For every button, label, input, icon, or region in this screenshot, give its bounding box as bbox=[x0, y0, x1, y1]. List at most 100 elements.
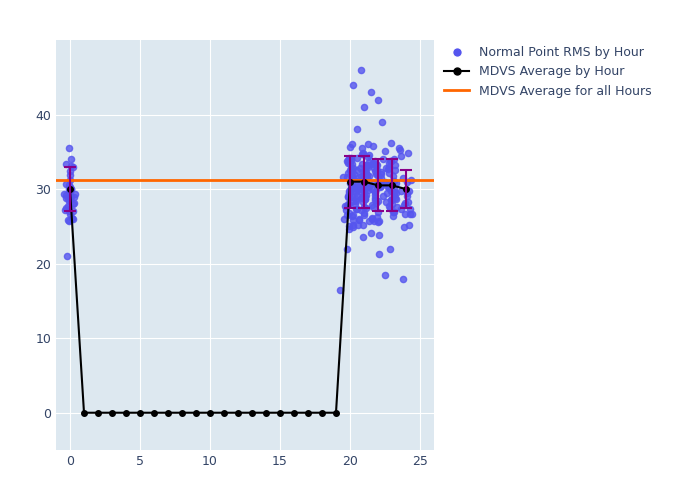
Normal Point RMS by Hour bbox=[370, 199, 382, 207]
Normal Point RMS by Hour bbox=[370, 188, 381, 196]
Normal Point RMS by Hour bbox=[374, 250, 385, 258]
Normal Point RMS by Hour bbox=[375, 170, 386, 178]
Normal Point RMS by Hour bbox=[357, 148, 368, 156]
Normal Point RMS by Hour bbox=[356, 194, 368, 202]
Normal Point RMS by Hour bbox=[402, 149, 414, 157]
Normal Point RMS by Hour bbox=[65, 210, 76, 218]
Normal Point RMS by Hour bbox=[363, 183, 374, 191]
Normal Point RMS by Hour bbox=[405, 176, 416, 184]
Normal Point RMS by Hour bbox=[358, 212, 370, 220]
Normal Point RMS by Hour bbox=[357, 150, 368, 158]
Normal Point RMS by Hour bbox=[347, 223, 358, 231]
Normal Point RMS by Hour bbox=[402, 192, 413, 200]
Normal Point RMS by Hour bbox=[350, 176, 361, 184]
Normal Point RMS by Hour bbox=[358, 174, 369, 182]
Normal Point RMS by Hour bbox=[358, 167, 369, 175]
Normal Point RMS by Hour bbox=[349, 200, 360, 208]
Normal Point RMS by Hour bbox=[362, 174, 373, 182]
Normal Point RMS by Hour bbox=[395, 205, 407, 213]
Normal Point RMS by Hour bbox=[343, 192, 354, 200]
Normal Point RMS by Hour bbox=[372, 197, 384, 205]
Normal Point RMS by Hour bbox=[363, 186, 374, 194]
Normal Point RMS by Hour bbox=[403, 221, 414, 229]
Normal Point RMS by Hour bbox=[372, 208, 384, 216]
Normal Point RMS by Hour bbox=[400, 210, 411, 218]
Normal Point RMS by Hour bbox=[346, 180, 357, 188]
Normal Point RMS by Hour bbox=[348, 170, 359, 178]
Normal Point RMS by Hour bbox=[64, 171, 76, 179]
Normal Point RMS by Hour bbox=[347, 216, 358, 224]
Normal Point RMS by Hour bbox=[389, 161, 400, 169]
Normal Point RMS by Hour bbox=[351, 166, 363, 174]
Normal Point RMS by Hour bbox=[386, 196, 397, 203]
Normal Point RMS by Hour bbox=[356, 186, 367, 194]
Normal Point RMS by Hour bbox=[372, 184, 383, 192]
Normal Point RMS by Hour bbox=[61, 191, 72, 199]
Normal Point RMS by Hour bbox=[357, 198, 368, 205]
Normal Point RMS by Hour bbox=[361, 204, 372, 212]
Normal Point RMS by Hour bbox=[361, 180, 372, 188]
Normal Point RMS by Hour bbox=[361, 162, 372, 170]
Normal Point RMS by Hour bbox=[355, 172, 366, 179]
Normal Point RMS by Hour bbox=[385, 158, 396, 166]
Normal Point RMS by Hour bbox=[64, 176, 76, 184]
Normal Point RMS by Hour bbox=[347, 198, 358, 205]
Normal Point RMS by Hour bbox=[66, 186, 77, 194]
Normal Point RMS by Hour bbox=[401, 189, 412, 197]
Normal Point RMS by Hour bbox=[344, 209, 355, 217]
Normal Point RMS by Hour bbox=[388, 184, 399, 192]
Normal Point RMS by Hour bbox=[367, 160, 378, 168]
Normal Point RMS by Hour bbox=[372, 160, 383, 168]
Normal Point RMS by Hour bbox=[367, 216, 378, 224]
Normal Point RMS by Hour bbox=[361, 171, 372, 179]
Normal Point RMS by Hour bbox=[395, 186, 406, 194]
Normal Point RMS by Hour bbox=[389, 177, 400, 185]
Normal Point RMS by Hour bbox=[61, 160, 72, 168]
Normal Point RMS by Hour bbox=[373, 217, 384, 225]
Normal Point RMS by Hour bbox=[344, 222, 355, 230]
Normal Point RMS by Hour bbox=[405, 204, 416, 212]
Normal Point RMS by Hour bbox=[64, 188, 76, 196]
Normal Point RMS by Hour bbox=[380, 198, 391, 205]
Normal Point RMS by Hour bbox=[383, 163, 394, 171]
Normal Point RMS by Hour bbox=[356, 66, 367, 74]
Normal Point RMS by Hour bbox=[342, 244, 353, 252]
Normal Point RMS by Hour bbox=[60, 204, 71, 212]
Normal Point RMS by Hour bbox=[358, 186, 369, 194]
Normal Point RMS by Hour bbox=[363, 158, 374, 166]
Normal Point RMS by Hour bbox=[346, 165, 357, 173]
Normal Point RMS by Hour bbox=[342, 156, 354, 164]
Normal Point RMS by Hour bbox=[343, 188, 354, 196]
Normal Point RMS by Hour bbox=[372, 218, 384, 226]
Normal Point RMS by Hour bbox=[351, 188, 362, 196]
Normal Point RMS by Hour bbox=[342, 157, 353, 165]
Normal Point RMS by Hour bbox=[357, 192, 368, 200]
Normal Point RMS by Hour bbox=[382, 165, 393, 173]
Legend: Normal Point RMS by Hour, MDVS Average by Hour, MDVS Average for all Hours: Normal Point RMS by Hour, MDVS Average b… bbox=[444, 46, 652, 98]
Normal Point RMS by Hour bbox=[385, 186, 396, 194]
Normal Point RMS by Hour bbox=[343, 154, 354, 162]
Normal Point RMS by Hour bbox=[342, 211, 353, 219]
Normal Point RMS by Hour bbox=[352, 154, 363, 162]
Normal Point RMS by Hour bbox=[353, 173, 364, 181]
Normal Point RMS by Hour bbox=[374, 231, 385, 239]
Normal Point RMS by Hour bbox=[347, 80, 358, 88]
Normal Point RMS by Hour bbox=[372, 166, 383, 174]
Normal Point RMS by Hour bbox=[63, 144, 74, 152]
Normal Point RMS by Hour bbox=[377, 155, 388, 163]
Normal Point RMS by Hour bbox=[358, 184, 370, 192]
Normal Point RMS by Hour bbox=[64, 167, 76, 175]
Normal Point RMS by Hour bbox=[344, 225, 355, 233]
Normal Point RMS by Hour bbox=[67, 215, 78, 223]
Normal Point RMS by Hour bbox=[363, 217, 374, 225]
Normal Point RMS by Hour bbox=[360, 195, 371, 203]
Normal Point RMS by Hour bbox=[377, 118, 388, 126]
Normal Point RMS by Hour bbox=[360, 191, 371, 199]
Normal Point RMS by Hour bbox=[365, 229, 377, 237]
Normal Point RMS by Hour bbox=[383, 184, 394, 192]
Normal Point RMS by Hour bbox=[354, 164, 365, 172]
Normal Point RMS by Hour bbox=[372, 178, 384, 186]
Normal Point RMS by Hour bbox=[358, 233, 369, 241]
Normal Point RMS by Hour bbox=[374, 176, 385, 184]
Normal Point RMS by Hour bbox=[369, 178, 380, 186]
